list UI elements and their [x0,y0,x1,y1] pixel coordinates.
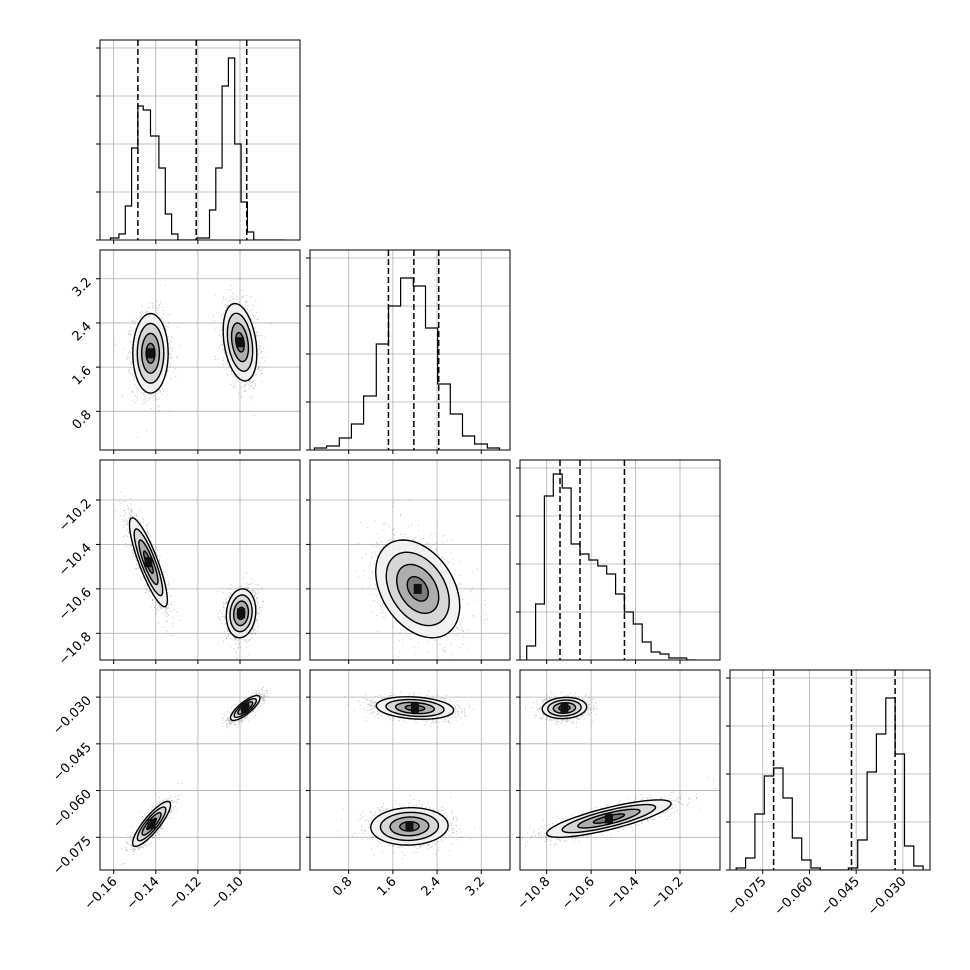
panel-1-0: 0.81.62.43.2 [70,249,301,454]
density-peak-1 [236,337,244,348]
density-peak-1 [405,821,414,832]
panel-frame [309,459,511,661]
panel-2-2 [516,459,721,664]
panel-content [310,250,510,450]
density-peak-0 [147,818,156,829]
panel-content [310,670,510,870]
panel-frame [519,669,721,871]
histogram-2 [526,473,696,660]
density-peak-1 [604,813,613,824]
panel-frame [99,249,301,451]
panel-content [520,670,720,870]
density-peak-1 [237,608,246,619]
panel-frame [99,459,301,661]
panel-frame [99,39,301,241]
panel-content [310,460,510,660]
panel-frame [519,459,721,661]
panel-frame [99,669,301,871]
panel-frame [309,669,511,871]
panel-content [100,670,300,870]
panel-0-0 [96,39,301,244]
panel-content [100,460,300,660]
panel-content [100,40,300,240]
density-peak-0 [560,703,569,714]
histogram-0 [109,57,284,240]
panel-content [100,250,300,450]
density-peak-1 [241,703,250,714]
density-peak-0 [144,557,153,568]
panel-frame [729,669,931,871]
panel-content [730,670,930,870]
panel-content [520,460,720,660]
density-peak-0 [146,348,155,359]
panel-frame [309,249,511,451]
density-peak-0 [410,703,419,714]
panel-2-1 [306,459,511,664]
density-peak-0 [413,583,422,594]
panel-1-1 [306,249,511,454]
histogram-1 [313,277,501,450]
panel-3-1: 0.8 1.6 2.4 3.2 [306,669,511,899]
